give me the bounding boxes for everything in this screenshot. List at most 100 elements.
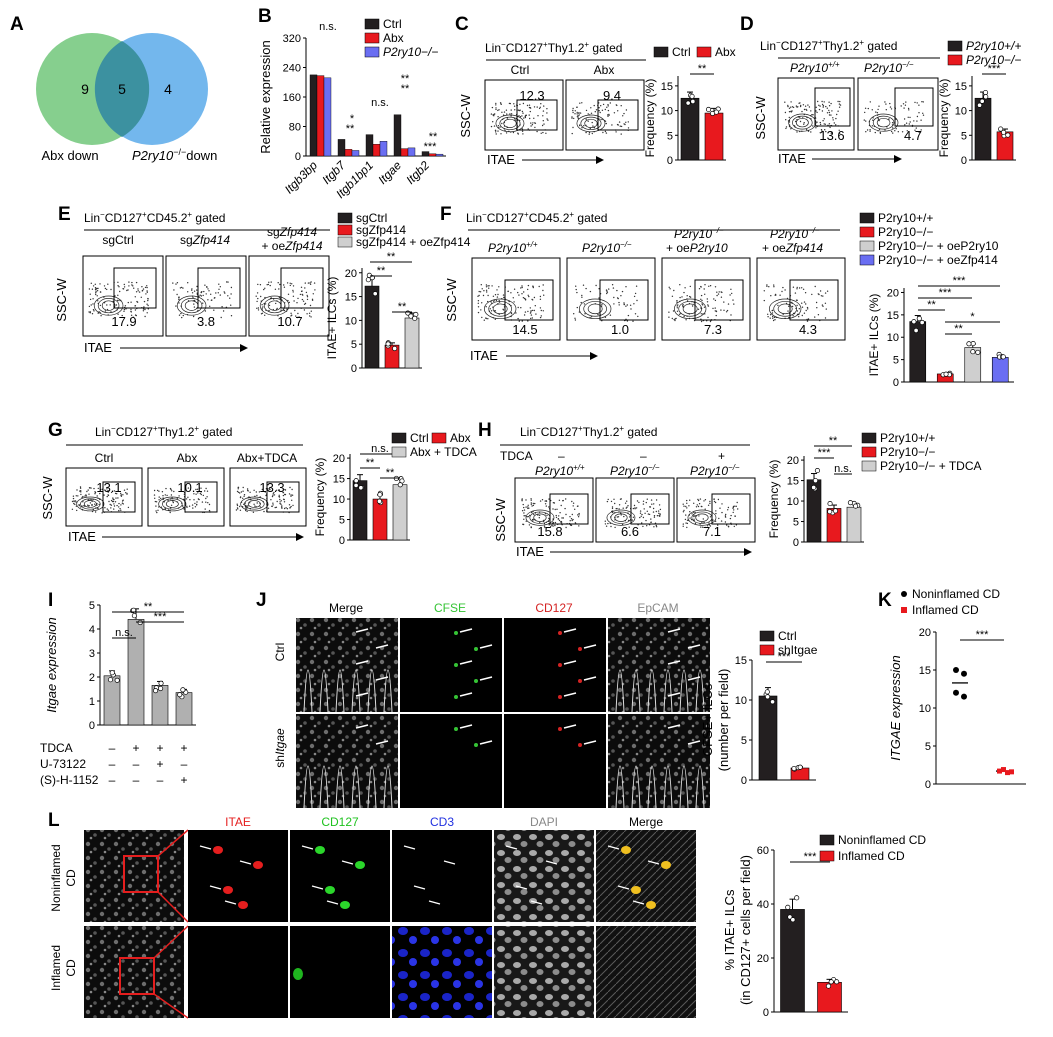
flow-event <box>875 111 877 113</box>
flow-event <box>82 501 84 503</box>
flow-plot-frame <box>471 257 561 341</box>
flow-event <box>534 305 536 307</box>
flow-contour <box>678 301 702 317</box>
flow-event <box>788 116 790 119</box>
flow-event <box>77 495 79 497</box>
y-tick-label: 3 <box>89 648 95 660</box>
flow-gate <box>599 279 649 321</box>
flow-event <box>515 312 517 314</box>
flow-plot-frame <box>514 477 594 543</box>
flow-event <box>627 121 629 123</box>
flow-contour <box>525 509 555 526</box>
micrograph <box>188 830 288 922</box>
channel-label: CD3 <box>430 815 454 829</box>
flow-event <box>598 297 600 299</box>
flow-event <box>704 508 706 510</box>
flow-event <box>700 320 703 323</box>
arrow <box>583 740 597 745</box>
flow-plot <box>514 477 594 543</box>
villus-outline <box>367 669 377 713</box>
flow-event <box>724 516 727 518</box>
flow-event <box>828 101 830 103</box>
flow-contour <box>492 303 508 315</box>
legend-swatch <box>391 432 407 444</box>
stained-cell <box>454 727 458 731</box>
stained-cell <box>293 968 303 980</box>
flow-event <box>532 502 534 505</box>
flow-event <box>569 516 571 518</box>
flow-event <box>191 288 193 290</box>
flow-event <box>653 516 656 518</box>
flow-event <box>655 526 658 528</box>
data-point <box>997 768 1002 774</box>
bar <box>372 498 388 541</box>
flow-event <box>620 512 622 514</box>
flow-event <box>485 306 487 308</box>
flow-event <box>768 286 770 288</box>
flow-event <box>91 288 94 290</box>
flow-event <box>737 508 739 510</box>
arrow <box>583 676 597 681</box>
flow-event <box>94 511 97 513</box>
flow-event <box>297 312 299 315</box>
flow-event <box>908 109 910 111</box>
flow-event <box>835 117 837 120</box>
flow-event <box>281 507 283 509</box>
data-point <box>853 503 859 509</box>
treatment-sign: – <box>157 773 164 787</box>
flow-event <box>521 320 523 322</box>
flow-event <box>125 308 127 310</box>
flow-event <box>207 299 209 301</box>
micrographs-j: Merge CFSE CD127 EpCAM <box>296 601 710 809</box>
flow-event <box>142 310 145 312</box>
flow-event <box>714 501 717 504</box>
flow-event <box>815 301 818 304</box>
flow-event <box>807 308 809 310</box>
flow-event <box>117 313 119 315</box>
flow-event <box>286 282 289 284</box>
row-label-ctrl: Ctrl <box>273 643 287 662</box>
flow-event <box>268 304 271 307</box>
gate-value-f3: 7.3 <box>704 322 722 337</box>
flow-event <box>611 507 614 510</box>
flow-event <box>239 509 242 511</box>
villus-outline <box>335 765 345 809</box>
flow-event <box>525 114 527 116</box>
flow-event <box>616 516 618 518</box>
flow-event <box>682 525 684 527</box>
flow-event <box>532 285 534 288</box>
bar <box>337 139 346 157</box>
micrograph <box>400 618 502 712</box>
flow-event <box>278 296 281 299</box>
y-tick-label: 5 <box>667 130 673 142</box>
data-point <box>366 272 372 278</box>
flow-event <box>686 507 688 509</box>
flow-event <box>735 524 738 526</box>
arrow <box>563 628 577 633</box>
flow-event <box>106 288 108 291</box>
flow-event <box>99 283 101 285</box>
flow-event <box>107 491 110 493</box>
x-tick-label: Itgae <box>375 158 404 187</box>
flow-event <box>170 504 173 506</box>
flow-event <box>99 291 102 293</box>
flow-event <box>206 496 208 498</box>
flow-event <box>89 298 92 301</box>
flow-event <box>686 519 689 521</box>
flow-event <box>605 132 608 134</box>
flow-event <box>283 284 285 286</box>
flow-event <box>158 506 160 508</box>
flow-event <box>262 306 264 308</box>
flow-event <box>802 104 805 106</box>
gate-value-oe: 10.7 <box>277 314 302 329</box>
flow-event <box>625 305 627 307</box>
flow-event <box>189 499 191 501</box>
flow-event <box>717 293 720 295</box>
flow-event <box>534 122 536 124</box>
flow-event <box>282 494 285 497</box>
flow-event <box>289 284 291 287</box>
flow-event <box>82 495 84 498</box>
flow-event <box>178 297 180 299</box>
flow-event <box>114 501 117 503</box>
flow-event <box>541 499 544 501</box>
